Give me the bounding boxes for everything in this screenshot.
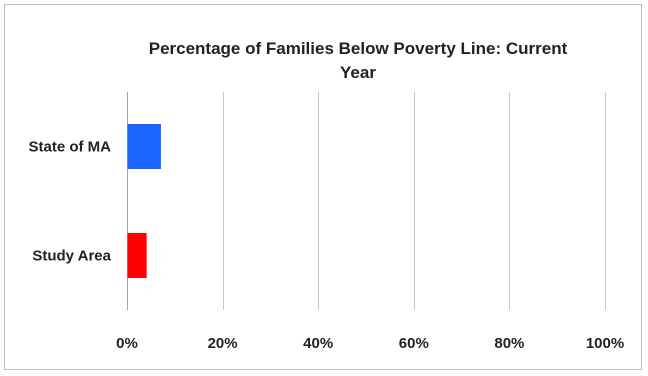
gridlines <box>127 92 606 310</box>
bar-state-of-ma <box>127 124 161 169</box>
chart-frame <box>4 4 642 370</box>
category-label: State of MA <box>29 139 112 156</box>
x-tick-label: 100% <box>586 335 624 352</box>
category-labels: State of MA Study Area <box>29 139 112 265</box>
category-label: Study Area <box>32 248 111 265</box>
x-tick-label: 20% <box>208 335 238 352</box>
x-tick-label: 0% <box>116 335 138 352</box>
x-tick-labels: 0% 20% 40% 60% 80% 100% <box>116 335 624 352</box>
bars <box>127 124 161 278</box>
x-tick-label: 40% <box>303 335 333 352</box>
chart-title-line-2: Year <box>340 63 376 82</box>
bar-study-area <box>127 233 147 278</box>
chart-title-line-1: Percentage of Families Below Poverty Lin… <box>149 39 568 58</box>
x-tick-label: 80% <box>494 335 524 352</box>
x-tick-label: 60% <box>399 335 429 352</box>
